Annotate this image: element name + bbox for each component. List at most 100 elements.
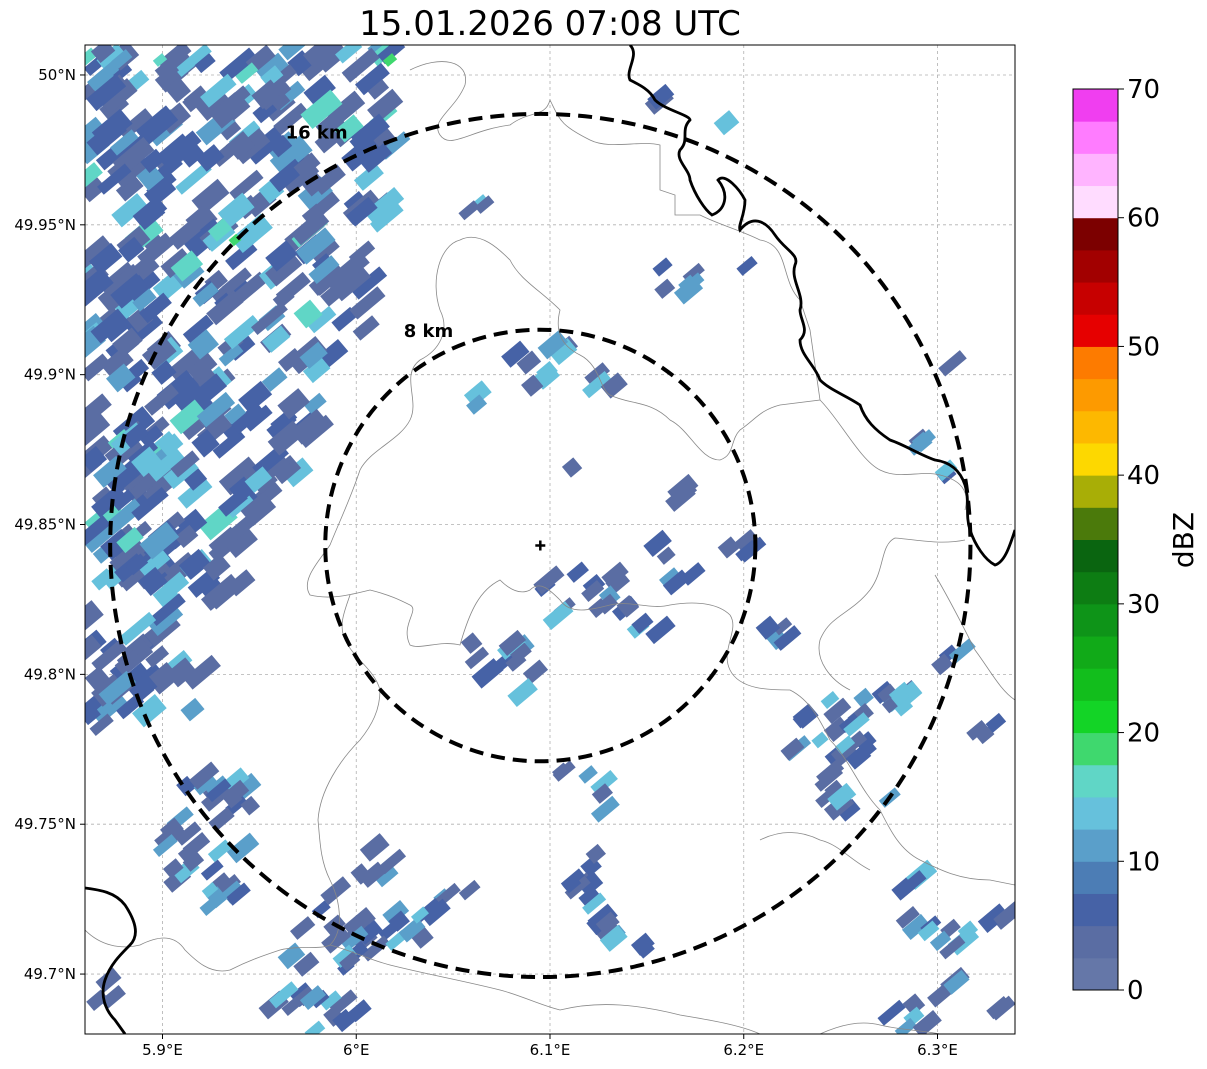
echo-cell	[894, 1017, 917, 1034]
echo-cell	[643, 529, 672, 558]
echo-cell	[352, 315, 380, 341]
echo-cell	[308, 255, 340, 285]
echo-cell	[182, 850, 205, 872]
echo-cell	[838, 713, 861, 733]
echo-cell	[132, 694, 167, 728]
x-tick-label: 6.3°E	[917, 1041, 958, 1059]
echo-cell	[498, 629, 527, 656]
echo-cell	[191, 429, 220, 458]
echo-cell	[200, 859, 224, 881]
echo-cell	[85, 634, 102, 663]
echo-cell	[577, 871, 604, 897]
echo-cell	[336, 250, 370, 283]
colorbar-segment	[1073, 314, 1118, 347]
echo-cell	[261, 325, 291, 353]
echo-cell	[388, 910, 410, 932]
colorbar-segment	[1073, 89, 1118, 122]
echo-cell	[917, 920, 940, 942]
echo-cell	[349, 286, 386, 320]
echo-cell	[91, 484, 127, 518]
echo-cell	[217, 192, 255, 228]
colorbar-segment	[1073, 796, 1118, 830]
echo-cell	[335, 45, 363, 64]
echo-cell	[265, 251, 303, 287]
colorbar-tick-label: 60	[1127, 204, 1160, 234]
echo-cell	[126, 470, 162, 502]
echo-cell	[88, 242, 123, 275]
echo-cell	[293, 951, 320, 977]
echo-cell	[938, 350, 967, 377]
echo-cell	[136, 203, 166, 231]
echo-cell	[301, 58, 326, 82]
echo-cell	[939, 935, 966, 960]
colorbar-segment	[1073, 153, 1118, 187]
echo-cell	[464, 646, 490, 670]
echo-cell	[339, 951, 361, 972]
echo-cell	[167, 348, 205, 383]
echo-cell	[410, 925, 434, 949]
echo-cell	[299, 341, 328, 369]
echo-cell	[162, 858, 184, 879]
colorbar-label: dBZ	[1167, 512, 1200, 568]
echo-cell	[182, 314, 214, 344]
echo-cell	[295, 227, 336, 265]
echo-cell	[111, 49, 133, 70]
echo-cell	[85, 413, 111, 447]
echo-cell	[251, 301, 288, 335]
echo-cell	[549, 338, 578, 366]
echo-cell	[118, 611, 157, 646]
echo-cell	[115, 174, 144, 202]
echo-cell	[976, 726, 995, 745]
echo-cell	[320, 876, 352, 906]
echo-cell	[144, 383, 179, 416]
echo-cell	[226, 832, 260, 864]
echo-cell	[516, 350, 542, 375]
y-tick-label: 49.95°N	[14, 216, 76, 234]
colorbar-segment	[1073, 442, 1118, 476]
colorbar-segment	[1073, 925, 1118, 959]
border-line	[329, 944, 561, 1011]
echo-cell	[139, 425, 164, 448]
echo-cell	[205, 778, 232, 803]
echo-cell	[138, 566, 168, 597]
colorbar-segment	[1073, 475, 1118, 508]
echo-cell	[115, 540, 146, 571]
echo-cell	[118, 108, 154, 140]
echo-cell	[85, 707, 101, 726]
colorbar-segment	[1073, 732, 1118, 766]
echo-cell	[735, 539, 759, 562]
colorbar-segment	[1073, 861, 1118, 894]
echo-cell	[225, 130, 256, 160]
echo-cell	[811, 731, 829, 749]
echo-cell	[233, 271, 268, 304]
echo-cell	[271, 454, 302, 485]
echo-cell	[931, 653, 954, 676]
colorbar-segment	[1073, 700, 1118, 734]
echo-cell	[85, 176, 107, 203]
echo-cell	[350, 266, 388, 300]
echo-cell	[135, 105, 179, 146]
echo-cell	[773, 617, 793, 636]
echo-cell	[151, 360, 177, 385]
echo-cell	[299, 985, 327, 1010]
echo-cell	[341, 134, 381, 172]
echo-cell	[169, 399, 207, 435]
echo-cell	[149, 661, 176, 688]
echo-cell	[165, 77, 192, 104]
echo-cell	[522, 659, 549, 684]
colorbar-segment	[1073, 636, 1118, 669]
echo-cell	[201, 882, 219, 898]
echo-cell	[347, 999, 372, 1023]
echo-cell	[460, 632, 483, 654]
echo-cell	[827, 782, 857, 811]
y-tick-label: 49.9°N	[24, 366, 76, 384]
echo-cell	[985, 712, 1007, 733]
echo-cell	[240, 795, 261, 816]
echo-cell	[238, 380, 273, 414]
echo-cell	[110, 129, 139, 156]
echo-cell	[200, 573, 241, 611]
echo-cell	[163, 571, 190, 597]
echo-cell	[240, 491, 277, 527]
border-line-national	[627, 45, 1015, 567]
